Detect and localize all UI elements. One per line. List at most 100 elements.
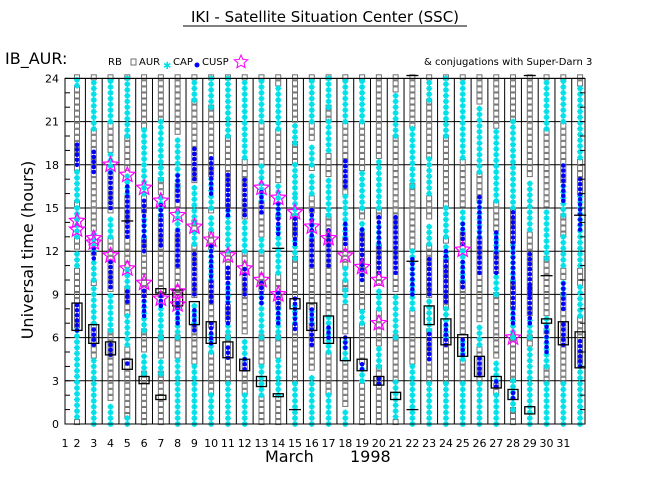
cap-dot: [91, 327, 96, 332]
cap-dot: [393, 271, 398, 276]
aur-asterisk: [242, 137, 248, 143]
cap-dot: [444, 294, 449, 299]
aur-asterisk: [292, 392, 298, 398]
legend-label-aur: AUR: [139, 57, 160, 68]
rb-square: [427, 202, 432, 207]
rb-square: [309, 280, 314, 285]
cap-dot: [226, 306, 231, 311]
rb-square: [360, 166, 365, 171]
cap-dot: [360, 362, 365, 367]
rb-square: [477, 280, 482, 285]
rb-square: [393, 75, 398, 80]
rb-square: [175, 353, 180, 358]
cap-dot: [427, 267, 432, 272]
aur-asterisk: [74, 368, 80, 374]
cap-dot: [460, 275, 465, 280]
aur-asterisk: [124, 81, 130, 87]
rb-square: [158, 75, 163, 80]
rb-square: [293, 75, 298, 80]
cap-dot: [108, 201, 113, 206]
rb-square: [158, 93, 163, 98]
aur-asterisk: [309, 90, 315, 96]
aur-asterisk: [108, 96, 114, 102]
rb-square: [175, 268, 180, 273]
cap-dot: [259, 301, 264, 306]
rb-square: [276, 153, 281, 158]
rb-square: [108, 383, 113, 388]
cap-dot: [293, 237, 298, 242]
aur-asterisk: [460, 80, 466, 86]
rb-square: [209, 377, 214, 382]
cap-dot: [142, 299, 147, 304]
rb-square: [192, 341, 197, 346]
rb-square: [376, 141, 381, 146]
rb-square: [477, 99, 482, 104]
rb-square: [410, 105, 415, 110]
aur-asterisk: [191, 398, 197, 404]
aur-asterisk: [158, 329, 164, 335]
rb-square: [293, 81, 298, 86]
aur-asterisk: [91, 91, 97, 97]
aur-asterisk: [108, 107, 114, 113]
aur-asterisk: [409, 392, 415, 398]
cap-dot: [242, 277, 247, 282]
rb-square: [192, 353, 197, 358]
aur-asterisk: [476, 157, 482, 163]
aur-asterisk: [426, 80, 432, 86]
rb-square: [242, 371, 247, 376]
aur-asterisk: [275, 358, 281, 364]
aur-asterisk: [225, 116, 231, 122]
rb-square: [293, 359, 298, 364]
cap-dot: [125, 204, 130, 209]
rb-square: [326, 280, 331, 285]
aur-asterisk: [108, 84, 114, 90]
aur-asterisk: [326, 93, 332, 99]
cap-dot: [175, 173, 180, 178]
cap-dot: [460, 222, 465, 227]
rb-square: [158, 383, 163, 388]
rb-square: [477, 299, 482, 304]
rb-square: [175, 81, 180, 86]
aur-asterisk: [460, 109, 466, 115]
aur-asterisk: [108, 113, 114, 119]
rb-square: [443, 371, 448, 376]
aur-asterisk: [342, 293, 348, 299]
aur-asterisk: [326, 183, 332, 189]
cap-dot: [276, 301, 281, 306]
aur-asterisk: [342, 101, 348, 107]
rb-square: [343, 323, 348, 328]
rb-square: [175, 99, 180, 104]
cap-dot: [377, 240, 382, 245]
cap-dot: [309, 332, 314, 337]
cap-dot: [175, 243, 180, 248]
cap-dot: [444, 289, 449, 294]
aur-asterisk: [376, 188, 382, 194]
rb-square: [158, 377, 163, 382]
rb-square: [326, 172, 331, 177]
aur-asterisk: [409, 155, 415, 161]
aur-asterisk: [376, 294, 382, 300]
rb-square: [158, 347, 163, 352]
rb-square: [276, 166, 281, 171]
cap-dot: [293, 327, 298, 332]
aur-asterisk: [460, 143, 466, 149]
rb-square: [460, 311, 465, 316]
cap-dot: [125, 289, 130, 294]
cap-dot: [309, 343, 314, 348]
aur-asterisk: [326, 398, 332, 404]
rb-square: [276, 407, 281, 412]
aur-asterisk: [292, 129, 298, 135]
aur-asterisk: [242, 350, 248, 356]
cap-dot: [259, 205, 264, 210]
cap-dot: [142, 314, 147, 319]
cap-dot: [159, 238, 164, 243]
aur-asterisk: [309, 173, 315, 179]
rb-square: [326, 299, 331, 304]
aur-asterisk: [108, 310, 114, 316]
rb-square: [410, 226, 415, 231]
aur-asterisk: [409, 415, 415, 421]
rb-square: [242, 299, 247, 304]
aur-asterisk: [409, 137, 415, 143]
aur-asterisk: [108, 90, 114, 96]
aur-asterisk: [275, 264, 281, 270]
